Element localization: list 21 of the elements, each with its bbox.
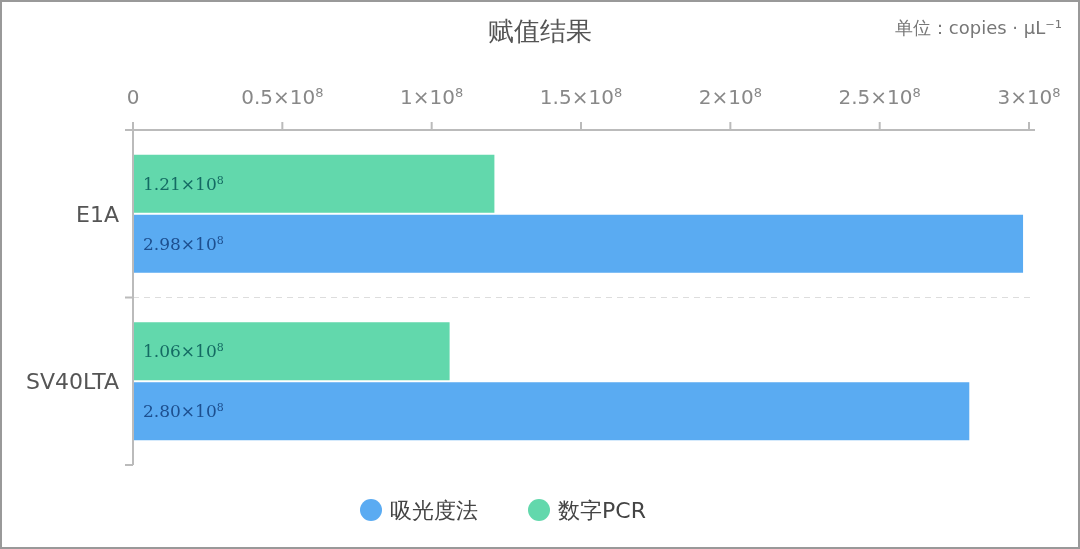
bar xyxy=(133,154,495,213)
legend-label: 吸光度法 xyxy=(390,498,478,523)
x-tick-label: 3×10$^{8}$ xyxy=(997,84,1061,109)
y-tick-label: E1A xyxy=(76,201,119,227)
x-tick-label: 0 xyxy=(126,85,140,109)
x-tick-label: 2×10$^{8}$ xyxy=(698,84,762,109)
data-label: 1.21×10$^{8}$ xyxy=(143,173,224,194)
data-label: 1.06×10$^{8}$ xyxy=(143,340,224,362)
chart-title: 赋值结果 xyxy=(488,16,592,46)
x-tick-label: 2.5×10$^{8}$ xyxy=(838,84,921,109)
text: 单位：copies · μL⁻¹ xyxy=(894,17,1062,38)
legend-label: 数字PCR xyxy=(558,498,646,523)
y-tick-label: SV40LTA xyxy=(25,369,119,395)
data-label: 2.80×10$^{8}$ xyxy=(143,400,224,422)
bar xyxy=(133,382,970,441)
bar xyxy=(133,214,1024,273)
bar xyxy=(133,322,450,381)
x-tick-label: 1.5×10$^{8}$ xyxy=(539,84,623,109)
data-label: 2.98×10$^{8}$ xyxy=(143,233,224,254)
x-tick-label: 1×10$^{8}$ xyxy=(400,84,464,109)
x-tick-label: 0.5×10$^{8}$ xyxy=(241,84,324,109)
